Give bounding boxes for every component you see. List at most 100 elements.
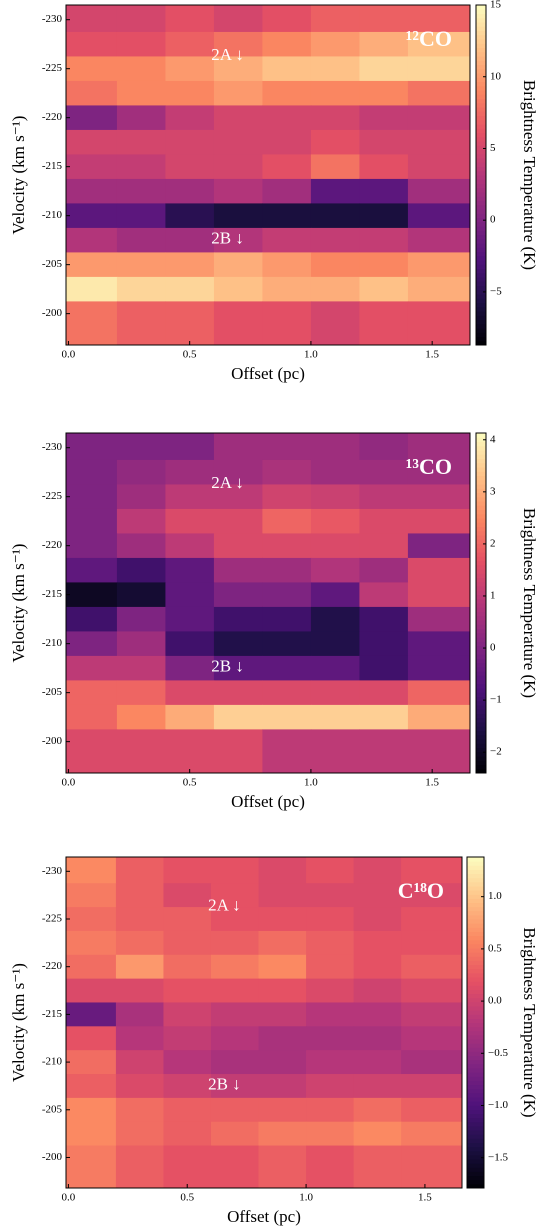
heatmap-cell — [359, 301, 409, 346]
colorbar-segment — [467, 857, 484, 862]
heatmap-cell — [262, 484, 312, 510]
heatmap-cell — [262, 582, 312, 608]
heatmap-cell — [163, 857, 212, 884]
colorbar-segment — [476, 594, 486, 600]
heatmap-cell — [115, 907, 164, 932]
heatmap-cell — [407, 129, 471, 155]
colorbar-segment — [476, 509, 486, 515]
heatmap-cell — [213, 655, 263, 681]
heatmap-cell — [210, 883, 260, 908]
heatmap-cell — [115, 1002, 164, 1027]
colorbar-tick-label: −2 — [490, 746, 502, 758]
heatmap-cell — [66, 1050, 117, 1075]
colorbar-segment — [467, 1022, 484, 1028]
heatmap-cell — [163, 1026, 212, 1051]
heatmap-cell — [213, 301, 263, 346]
colorbar-segment — [467, 1134, 484, 1139]
heatmap-cell — [66, 31, 118, 57]
colorbar-tick-label: 0.5 — [488, 942, 502, 954]
heatmap-cell — [213, 533, 263, 559]
colorbar-segment — [476, 255, 486, 261]
colorbar-segment — [467, 1063, 484, 1069]
heatmap-cell — [116, 508, 166, 534]
colorbar-segment — [476, 340, 486, 346]
colorbar-segment — [476, 450, 486, 455]
heatmap-cell — [407, 80, 471, 106]
heatmap-cell — [210, 930, 260, 956]
colorbar-segment — [476, 336, 486, 342]
heatmap-cell — [165, 80, 215, 106]
colorbar-segment — [476, 238, 486, 244]
heatmap-cell — [66, 1002, 117, 1027]
colorbar-segment — [476, 462, 486, 468]
heatmap-cell — [116, 80, 166, 106]
heatmap-cell — [258, 1145, 307, 1189]
colorbar-segment — [476, 564, 486, 570]
colorbar-segment — [467, 1183, 484, 1189]
colorbar-segment — [476, 98, 486, 104]
colorbar-segment — [476, 179, 486, 184]
heatmap-cell — [310, 680, 360, 706]
annotation: 2B ↓ — [211, 229, 244, 248]
heatmap-cell — [407, 704, 471, 730]
y-tick-label: -225 — [42, 490, 63, 502]
heatmap-cell — [306, 883, 355, 908]
colorbar-segment — [476, 204, 486, 210]
colorbar-segment — [476, 726, 486, 731]
colorbar-segment — [476, 102, 486, 108]
heatmap-cell — [66, 508, 118, 534]
colorbar-frame — [475, 432, 487, 774]
y-tick-label: -200 — [42, 735, 63, 747]
heatmap-cell — [359, 631, 409, 657]
colorbar-tick-label: −1 — [490, 694, 502, 706]
colorbar-segment — [476, 658, 486, 663]
heatmap-cell — [165, 203, 215, 229]
heatmap-cell — [165, 301, 215, 346]
heatmap-cell — [258, 930, 307, 956]
heatmap-cell — [407, 154, 471, 180]
colorbar-label: Brightness Temperature (K) — [520, 508, 539, 698]
heatmap-cell — [258, 857, 307, 884]
colorbar-segment — [476, 696, 486, 702]
heatmap-cell — [66, 606, 118, 632]
heatmap-cell — [115, 1050, 164, 1075]
colorbar-segment — [476, 628, 486, 634]
colorbar-segment — [476, 518, 486, 523]
colorbar-segment — [476, 692, 486, 697]
colorbar-segment — [467, 1068, 484, 1073]
heatmap-cell — [407, 276, 471, 302]
heatmap-cell — [310, 178, 360, 204]
colorbar-frame — [466, 856, 485, 1189]
colorbar-segment — [476, 5, 486, 10]
heatmap-cell — [165, 129, 215, 155]
heatmap-cell — [115, 954, 164, 980]
colorbar-segment — [467, 1138, 484, 1143]
heatmap-cell — [66, 1026, 117, 1051]
heatmap-cell — [306, 954, 355, 980]
heatmap-cell — [401, 883, 463, 908]
heatmap-cell — [163, 1074, 212, 1099]
heatmap-cell — [66, 978, 117, 1003]
x-axis-label: Offset (pc) — [231, 364, 305, 383]
heatmap-cell — [262, 178, 312, 204]
heatmap-cell — [66, 129, 118, 155]
heatmap-cell — [401, 978, 463, 1003]
heatmap-cell — [258, 1026, 307, 1051]
colorbar-segment — [476, 268, 486, 274]
x-tick-label: 0.0 — [62, 349, 76, 361]
heatmap-cell — [306, 1097, 355, 1123]
colorbar-segment — [476, 645, 486, 651]
colorbar-segment — [467, 885, 484, 891]
colorbar-segment — [467, 1092, 484, 1098]
colorbar-segment — [476, 475, 486, 481]
heatmap-cell — [407, 178, 471, 204]
colorbar-segment — [476, 26, 486, 31]
heatmap-cell — [310, 5, 360, 33]
colorbar-segment — [467, 1051, 484, 1057]
heatmap-cell — [407, 484, 471, 510]
heatmap-cell — [213, 203, 263, 229]
heatmap-cell — [353, 1097, 402, 1123]
colorbar-segment — [476, 586, 486, 591]
heatmap-cell — [258, 1050, 307, 1075]
heatmap-cell — [66, 80, 118, 106]
